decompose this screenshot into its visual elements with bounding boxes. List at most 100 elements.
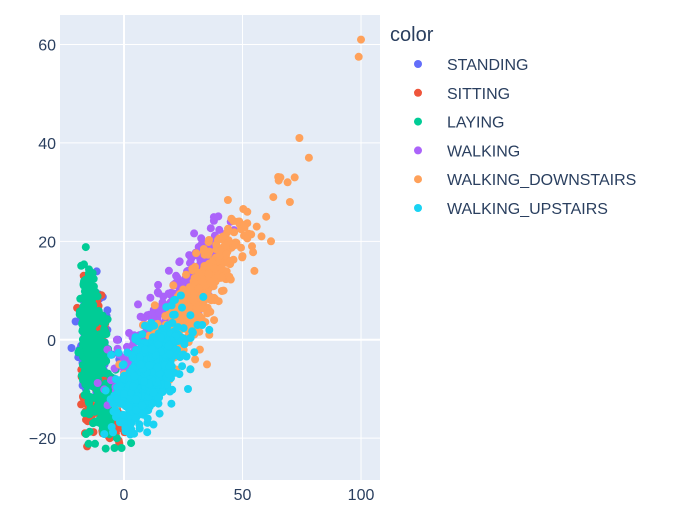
data-point (141, 345, 150, 354)
data-point (75, 307, 84, 316)
data-point (199, 292, 208, 301)
data-point (203, 360, 211, 369)
legend-marker-icon (414, 88, 422, 97)
data-point (206, 307, 215, 316)
data-point (87, 290, 96, 299)
data-point (114, 348, 123, 357)
data-point (143, 428, 152, 437)
data-point (198, 277, 207, 286)
data-point (146, 293, 155, 302)
legend-label: WALKING (447, 143, 520, 160)
data-point (233, 217, 242, 226)
legend-item[interactable]: SITTING (414, 86, 510, 103)
data-point (215, 251, 224, 260)
data-point (164, 369, 173, 378)
data-point (240, 220, 249, 229)
data-point (215, 225, 224, 234)
legend-item[interactable]: WALKING (414, 143, 520, 160)
data-point (188, 264, 197, 273)
legend-label: SITTING (447, 86, 510, 103)
data-point (357, 35, 365, 44)
data-point (107, 350, 116, 359)
data-point (77, 261, 86, 270)
data-point (145, 361, 154, 370)
data-point (167, 399, 176, 408)
data-point (76, 294, 85, 303)
legend-item[interactable]: STANDING (414, 57, 528, 74)
data-point (188, 283, 197, 292)
y-tick-label: −20 (29, 431, 56, 448)
data-point (238, 252, 247, 261)
data-point (67, 344, 76, 352)
data-point (169, 310, 178, 319)
data-point (174, 323, 182, 332)
data-point (93, 379, 102, 387)
data-point (222, 249, 231, 258)
data-point (217, 273, 226, 282)
legend-label: WALKING_DOWNSTAIRS (447, 172, 636, 189)
data-point (134, 300, 142, 309)
data-point (91, 309, 100, 318)
data-point (182, 270, 190, 279)
data-point (192, 249, 201, 258)
legend-title: color (390, 24, 434, 46)
data-point (127, 439, 136, 448)
data-point (285, 198, 294, 206)
legend-label: WALKING_UPSTAIRS (447, 201, 608, 218)
legend-item[interactable]: WALKING_UPSTAIRS (414, 201, 608, 218)
data-point (212, 240, 221, 249)
data-point (250, 266, 259, 275)
data-point (112, 335, 121, 344)
data-point (83, 347, 92, 356)
data-point (217, 264, 226, 273)
data-point (100, 316, 109, 325)
data-point (96, 414, 105, 423)
data-point (244, 229, 253, 238)
y-tick-label: 0 (47, 333, 56, 350)
data-point (75, 346, 84, 355)
data-point (88, 300, 97, 309)
data-point (82, 430, 90, 438)
data-point (129, 382, 138, 391)
data-point (119, 410, 127, 419)
data-point (183, 317, 192, 326)
data-point (140, 377, 148, 386)
data-point (179, 350, 188, 359)
data-point (149, 388, 158, 397)
data-point (131, 395, 140, 404)
data-point (135, 353, 144, 362)
legend-marker-icon (414, 60, 422, 68)
legend-label: STANDING (447, 57, 528, 74)
data-point (120, 389, 128, 398)
data-point (89, 366, 97, 375)
data-point (226, 257, 235, 265)
data-point (154, 340, 163, 349)
data-point (165, 350, 174, 359)
data-point (132, 405, 141, 414)
data-point (153, 363, 162, 372)
data-point (131, 414, 140, 423)
data-point (191, 355, 200, 364)
data-point (154, 393, 163, 402)
data-point (197, 234, 206, 243)
data-point (295, 134, 304, 142)
data-point (147, 345, 156, 354)
data-point (210, 316, 219, 325)
legend-label: LAYING (447, 115, 505, 132)
data-point (205, 325, 214, 334)
data-point (81, 243, 90, 252)
data-point (100, 430, 109, 439)
data-point (135, 420, 144, 429)
data-point (131, 335, 140, 344)
data-point (103, 306, 112, 315)
data-point (190, 229, 199, 238)
data-point (193, 321, 202, 329)
legend-item[interactable]: WALKING_DOWNSTAIRS (414, 172, 636, 189)
data-point (165, 362, 174, 371)
data-point (118, 361, 127, 370)
data-point (262, 212, 271, 221)
data-point (190, 348, 199, 357)
legend-item[interactable]: LAYING (414, 115, 505, 132)
